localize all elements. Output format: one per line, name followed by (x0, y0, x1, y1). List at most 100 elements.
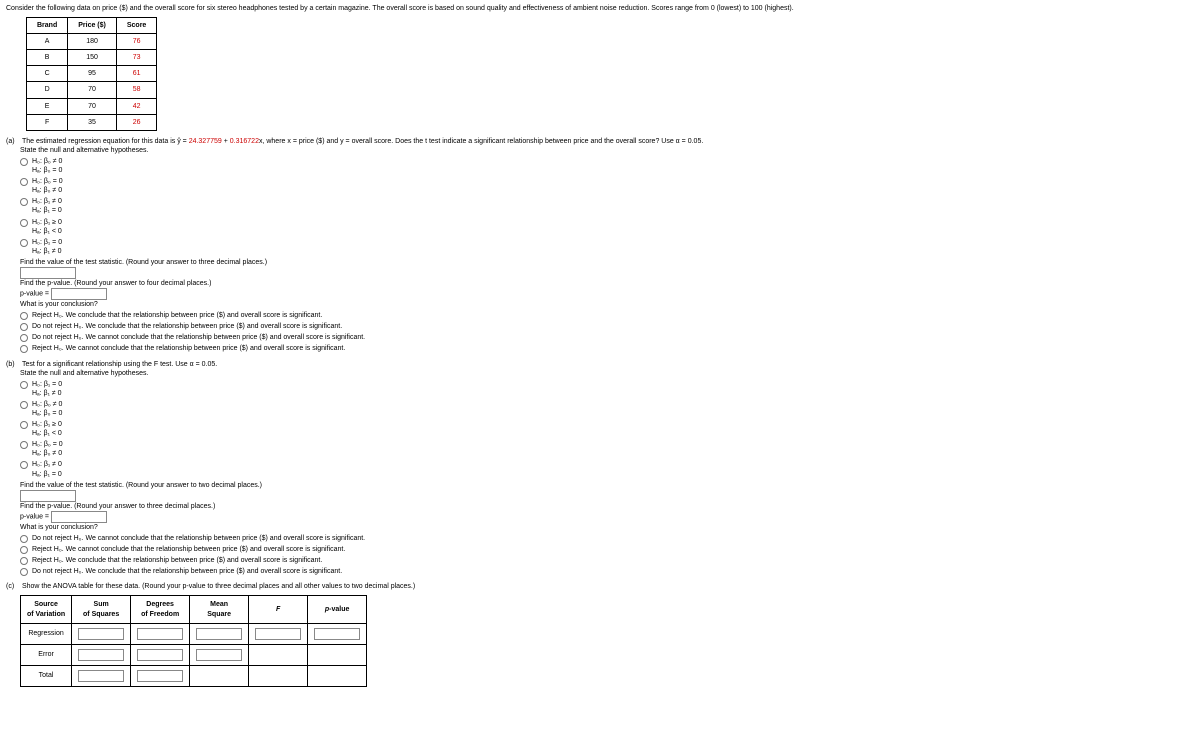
part-a-conclusion-q: What is your conclusion? (20, 300, 1194, 309)
anova-input[interactable] (314, 628, 360, 640)
conclusion-radio[interactable] (20, 323, 28, 331)
col-price: Price ($) (68, 18, 117, 34)
anova-cell (308, 665, 367, 686)
col-brand: Brand (27, 18, 68, 34)
table-cell: 180 (68, 34, 117, 50)
conclusion-radio[interactable] (20, 334, 28, 342)
part-b-p-input[interactable] (51, 511, 107, 523)
conclusion-option: Reject H₀. We conclude that the relation… (32, 311, 322, 320)
anova-input[interactable] (137, 628, 183, 640)
table-cell: 26 (116, 114, 156, 130)
table-cell: E (27, 98, 68, 114)
anova-cell (249, 623, 308, 644)
table-cell: F (27, 114, 68, 130)
hypothesis-option: H₀: β₁ ≥ 0Hₐ: β₁ < 0 (32, 218, 62, 236)
anova-cell (190, 644, 249, 665)
conclusion-radio[interactable] (20, 568, 28, 576)
part-b-label: (b) (6, 360, 20, 369)
anova-input[interactable] (78, 670, 124, 682)
conclusion-radio[interactable] (20, 312, 28, 320)
table-cell: 61 (116, 66, 156, 82)
anova-input[interactable] (255, 628, 301, 640)
p-label-a: p-value = (20, 291, 49, 298)
hypothesis-radio[interactable] (20, 401, 28, 409)
table-cell: 42 (116, 98, 156, 114)
part-a-prompt: The estimated regression equation for th… (22, 137, 1190, 146)
table-cell: 58 (116, 82, 156, 98)
hypothesis-option: H₀: β₁ ≠ 0Hₐ: β₁ = 0 (32, 460, 62, 478)
hypothesis-radio[interactable] (20, 219, 28, 227)
anova-header: F (249, 596, 308, 623)
table-cell: B (27, 50, 68, 66)
anova-cell (308, 644, 367, 665)
anova-cell (131, 644, 190, 665)
hypothesis-option: H₀: β₁ = 0Hₐ: β₁ ≠ 0 (32, 380, 62, 398)
table-cell: D (27, 82, 68, 98)
anova-row-label: Total (21, 665, 72, 686)
anova-table: Sourceof VariationSumof SquaresDegreesof… (20, 595, 367, 686)
part-b-conclusion-q: What is your conclusion? (20, 523, 1194, 532)
part-b-prompt: Test for a significant relationship usin… (22, 360, 1190, 369)
anova-cell (190, 665, 249, 686)
hypothesis-radio[interactable] (20, 441, 28, 449)
anova-cell (249, 665, 308, 686)
part-a-find-p: Find the p-value. (Round your answer to … (20, 279, 1194, 288)
table-cell: 70 (68, 98, 117, 114)
part-b-ts-input[interactable] (20, 490, 76, 502)
conclusion-option: Reject H₀. We conclude that the relation… (32, 556, 322, 565)
hypothesis-radio[interactable] (20, 158, 28, 166)
anova-input[interactable] (196, 649, 242, 661)
anova-input[interactable] (137, 670, 183, 682)
conclusion-option: Reject H₀. We cannot conclude that the r… (32, 344, 345, 353)
table-cell: 35 (68, 114, 117, 130)
anova-row-label: Regression (21, 623, 72, 644)
table-cell: A (27, 34, 68, 50)
hypothesis-radio[interactable] (20, 239, 28, 247)
intro-text: Consider the following data on price ($)… (6, 4, 1194, 13)
anova-input[interactable] (78, 649, 124, 661)
conclusion-radio[interactable] (20, 557, 28, 565)
anova-row-label: Error (21, 644, 72, 665)
p-label-b: p-value = (20, 513, 49, 520)
part-c-prompt: Show the ANOVA table for these data. (Ro… (22, 582, 1190, 591)
anova-input[interactable] (137, 649, 183, 661)
anova-cell (131, 665, 190, 686)
part-c-label: (c) (6, 582, 20, 591)
conclusion-radio[interactable] (20, 345, 28, 353)
anova-header: Sourceof Variation (21, 596, 72, 623)
hypothesis-option: H₀: β₀ = 0Hₐ: β₀ ≠ 0 (32, 440, 63, 458)
anova-header: p-value (308, 596, 367, 623)
table-cell: 76 (116, 34, 156, 50)
conclusion-option: Do not reject H₀. We conclude that the r… (32, 322, 342, 331)
part-b-find-ts: Find the value of the test statistic. (R… (20, 481, 1194, 490)
hypothesis-option: H₀: β₁ ≠ 0Hₐ: β₁ = 0 (32, 197, 62, 215)
part-a-find-ts: Find the value of the test statistic. (R… (20, 258, 1194, 267)
conclusion-radio[interactable] (20, 535, 28, 543)
anova-cell (308, 623, 367, 644)
anova-cell (72, 623, 131, 644)
hypothesis-radio[interactable] (20, 381, 28, 389)
anova-cell (72, 644, 131, 665)
conclusion-option: Do not reject H₀. We cannot conclude tha… (32, 534, 365, 543)
part-a-ts-input[interactable] (20, 267, 76, 279)
part-a-p-input[interactable] (51, 288, 107, 300)
conclusion-option: Reject H₀. We cannot conclude that the r… (32, 545, 345, 554)
table-cell: 150 (68, 50, 117, 66)
hypothesis-option: H₀: β₀ ≠ 0Hₐ: β₀ = 0 (32, 157, 62, 175)
hypothesis-radio[interactable] (20, 421, 28, 429)
anova-header: Degreesof Freedom (131, 596, 190, 623)
hypothesis-radio[interactable] (20, 178, 28, 186)
hypothesis-radio[interactable] (20, 198, 28, 206)
anova-header: MeanSquare (190, 596, 249, 623)
hypothesis-radio[interactable] (20, 461, 28, 469)
hypothesis-option: H₀: β₀ = 0Hₐ: β₀ ≠ 0 (32, 177, 63, 195)
conclusion-option: Do not reject H₀. We cannot conclude tha… (32, 333, 365, 342)
part-b-find-p: Find the p-value. (Round your answer to … (20, 502, 1194, 511)
hypothesis-option: H₀: β₁ ≥ 0Hₐ: β₁ < 0 (32, 420, 62, 438)
anova-input[interactable] (78, 628, 124, 640)
hypothesis-option: H₀: β₁ = 0Hₐ: β₁ ≠ 0 (32, 238, 62, 256)
anova-input[interactable] (196, 628, 242, 640)
table-cell: C (27, 66, 68, 82)
conclusion-radio[interactable] (20, 546, 28, 554)
conclusion-option: Do not reject H₀. We conclude that the r… (32, 567, 342, 576)
